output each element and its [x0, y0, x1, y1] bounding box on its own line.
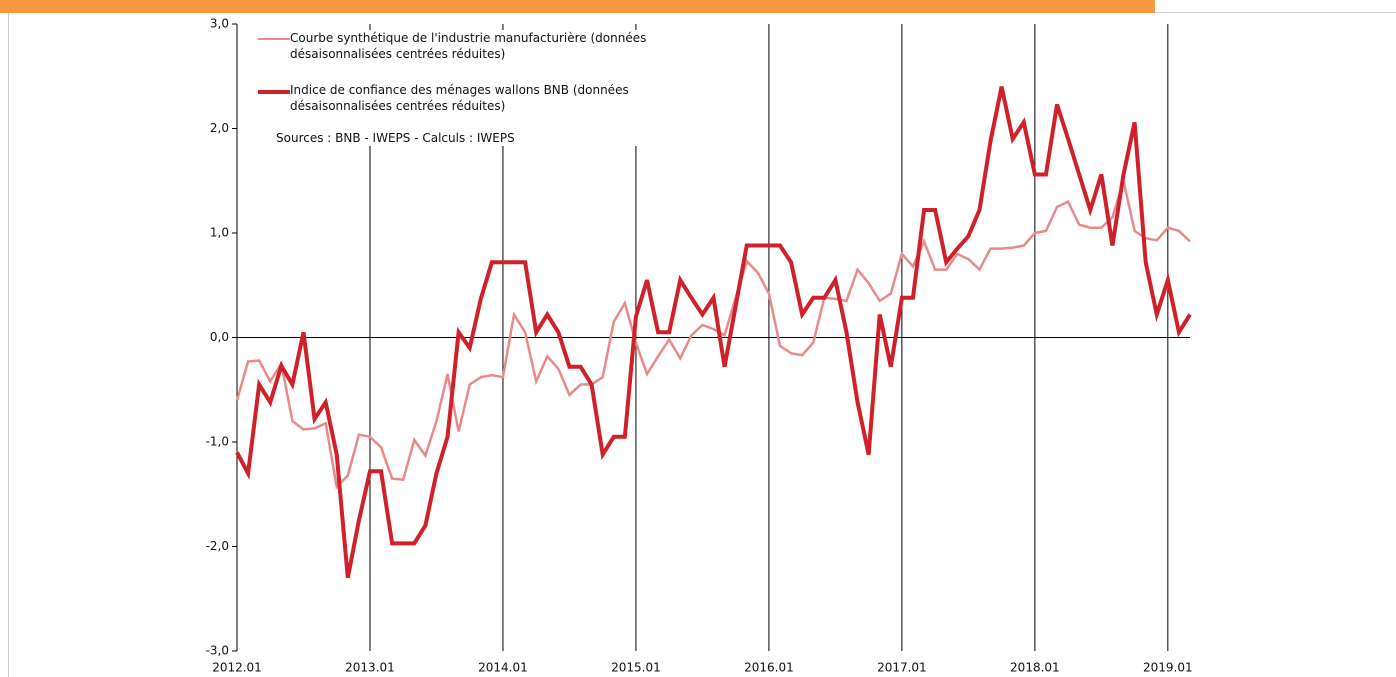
x-tick-label: 2017.01 [877, 661, 927, 675]
y-tick-label: 2,0 [210, 121, 229, 135]
x-tick-label: 2018.01 [1010, 661, 1060, 675]
x-tick-label: 2016.01 [744, 661, 794, 675]
series-line [235, 175, 1191, 490]
legend-entry: Courbe synthétique de l'industrie manufa… [258, 30, 718, 62]
x-tick-label: 2012.01 [212, 661, 262, 675]
legend-swatch [258, 38, 290, 40]
legend: Courbe synthétique de l'industrie manufa… [258, 30, 718, 146]
x-tick-label: 2013.01 [345, 661, 395, 675]
annotation: Sources : BNB - IWEPS - Calculs : IWEPS [276, 131, 515, 145]
y-tick-label: 3,0 [210, 17, 229, 31]
y-tick-label: -3,0 [206, 644, 229, 658]
x-tick-label: 2014.01 [478, 661, 528, 675]
legend-label: Indice de confiance des ménages wallons … [290, 83, 629, 113]
series-line [235, 86, 1192, 579]
legend-label: Courbe synthétique de l'industrie manufa… [290, 31, 647, 61]
legend-swatch [258, 90, 290, 94]
y-tick-label: -1,0 [206, 435, 229, 449]
header-bar [0, 0, 1155, 13]
y-tick-label: 1,0 [210, 226, 229, 240]
y-tick-label: 0,0 [210, 330, 229, 344]
y-tick-label: -2,0 [206, 539, 229, 553]
x-tick-label: 2015.01 [611, 661, 661, 675]
x-tick-label: 2019.01 [1143, 661, 1193, 675]
legend-entry: Indice de confiance des ménages wallons … [258, 82, 718, 114]
